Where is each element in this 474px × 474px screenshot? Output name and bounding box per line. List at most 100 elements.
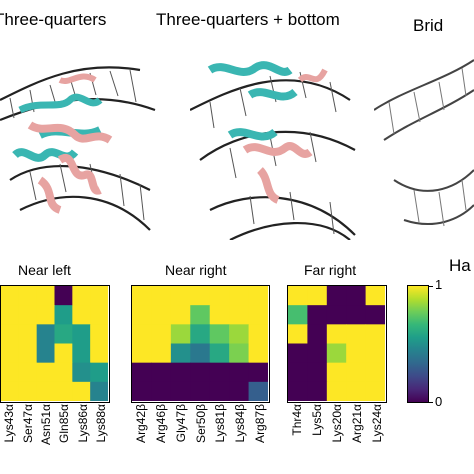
colorbar-tick-max — [429, 286, 433, 287]
heatmap-cell — [72, 324, 91, 344]
heatmap-cell — [90, 343, 108, 364]
heatmap-cell — [1, 343, 20, 364]
heatmap-cell — [54, 343, 73, 364]
heatmap-cell — [132, 305, 152, 325]
heatmap-column-label: Arg42β — [133, 404, 148, 443]
heatmap-column-label: Lys24α — [370, 404, 384, 443]
heatmap-cell — [90, 324, 108, 344]
heatmap-cell — [326, 324, 347, 344]
heatmap-cell — [248, 362, 268, 383]
heatmap-cell — [90, 305, 108, 325]
heatmap-column-label: Arg21α — [350, 404, 364, 443]
heatmap-cell — [151, 305, 172, 325]
heatmap-cell — [248, 305, 268, 325]
heatmap-column-label: Lys5α — [310, 404, 324, 436]
heatmap-cell — [170, 324, 191, 344]
heatmap-cell — [288, 324, 308, 344]
heatmap-cell — [365, 305, 385, 325]
heatmap-cell — [132, 343, 152, 364]
heatmap-column-label: Lys84β — [233, 404, 248, 443]
title-three-quarters-bottom: Three-quarters + bottom — [156, 10, 340, 29]
heatmap-cell — [72, 305, 91, 325]
xlabels-near-right: Arg42β Arg46β Gly47β Ser50β Lys81β Lys84β Arg8… — [131, 404, 270, 474]
heatmap-cell — [307, 286, 328, 306]
heatmap-cell — [248, 343, 268, 364]
heatmap-cell — [229, 324, 250, 344]
heatmap-column-label: Gln85α — [57, 404, 72, 443]
xlabels-far-right: Thr4α Lys5α Lys20α Arg21α Lys24α — [287, 404, 387, 474]
heatmap-cell — [288, 343, 308, 364]
heatmap-cell — [307, 305, 328, 325]
heatmap-column-label: Lys20α — [330, 404, 344, 443]
heatmap-cell — [72, 381, 91, 401]
heatmap-cell — [190, 324, 211, 344]
heatmap-cell — [36, 362, 55, 383]
heatmap-cell — [190, 286, 211, 306]
heatmap-cell — [18, 343, 38, 364]
heatmap-cell — [365, 362, 385, 383]
heatmap-cell — [365, 343, 385, 364]
heatmap-title-near-left: Near left — [18, 262, 71, 278]
heatmap-cell — [288, 381, 308, 401]
heatmap-cell — [326, 305, 347, 325]
heatmap-cell — [346, 343, 367, 364]
heatmap-cell — [132, 324, 152, 344]
heatmap-cell — [36, 343, 55, 364]
heatmap-cell — [170, 381, 191, 401]
heatmap-cell — [346, 381, 367, 401]
heatmap-cell — [18, 286, 38, 306]
heatmap-cell — [170, 343, 191, 364]
heatmap-cell — [307, 343, 328, 364]
heatmap-cell — [190, 381, 211, 401]
heatmap-near-right-cells — [132, 286, 268, 401]
colorbar-tick-min — [429, 402, 433, 403]
heatmap-near-left-cells — [1, 286, 108, 401]
heatmap-cell — [1, 362, 20, 383]
heatmap-cell — [248, 324, 268, 344]
heatmap-cell — [1, 324, 20, 344]
heatmap-cell — [326, 381, 347, 401]
heatmap-cell — [209, 324, 230, 344]
heatmap-cell — [54, 381, 73, 401]
heatmap-column-label: Arg46β — [153, 404, 168, 443]
heatmap-cell — [229, 381, 250, 401]
heatmap-cell — [54, 305, 73, 325]
heatmap-cell — [1, 286, 20, 306]
heatmap-near-right — [131, 285, 270, 403]
heatmap-cell — [307, 362, 328, 383]
heatmap-cell — [288, 305, 308, 325]
heatmap-far-right — [287, 285, 387, 403]
heatmap-cell — [346, 305, 367, 325]
heatmap-near-left — [0, 285, 110, 403]
heatmap-column-label: Ser50β — [193, 404, 208, 443]
heatmap-cell — [170, 305, 191, 325]
heatmap-cell — [1, 305, 20, 325]
heatmap-title-near-right: Near right — [165, 262, 227, 278]
colorbar-max-label: 1 — [435, 277, 443, 292]
heatmap-cell — [346, 362, 367, 383]
heatmap-cell — [36, 286, 55, 306]
heatmap-cell — [346, 324, 367, 344]
heatmap-cell — [90, 381, 108, 401]
heatmap-cell — [54, 324, 73, 344]
heatmap-column-label: Lys86α — [75, 404, 90, 443]
heatmap-cell — [326, 343, 347, 364]
heatmap-cell — [18, 362, 38, 383]
heatmap-cell — [229, 343, 250, 364]
heatmap-cell — [307, 324, 328, 344]
heatmap-cell — [36, 305, 55, 325]
title-bridge: Brid — [413, 16, 444, 35]
heatmap-cell — [190, 343, 211, 364]
heatmap-cell — [365, 286, 385, 306]
heatmap-cell — [326, 286, 347, 306]
heatmap-column-label: Lys88α — [93, 404, 108, 443]
heatmap-cell — [288, 362, 308, 383]
xlabels-near-left: Lys43α Ser47α Asn51α Gln85α Lys86α Lys88α — [0, 404, 110, 474]
heatmap-far-right-cells — [288, 286, 385, 401]
heatmap-cell — [209, 381, 230, 401]
heatmap-cell — [18, 324, 38, 344]
heatmap-column-label: Thr4α — [290, 404, 304, 436]
heatmap-column-label: Asn51α — [38, 404, 53, 445]
heatmap-cell — [365, 381, 385, 401]
heatmap-cell — [170, 362, 191, 383]
